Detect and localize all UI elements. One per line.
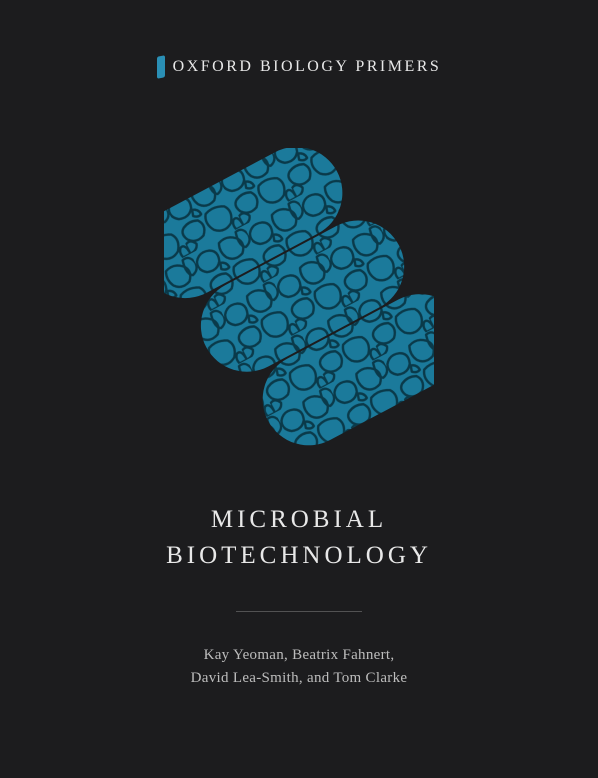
series-label: OXFORD BIOLOGY PRIMERS [173,58,442,76]
capsules-icon [164,148,434,448]
authors-line-2: David Lea-Smith, and Tom Clarke [191,667,408,690]
authors-line-1: Kay Yeoman, Beatrix Fahnert, [191,644,408,667]
capsule-art [164,148,434,448]
authors-block: Kay Yeoman, Beatrix Fahnert, David Lea-S… [191,644,408,691]
title-line-2: BIOTECHNOLOGY [166,538,432,574]
divider [236,611,362,612]
series-mark-icon [157,55,165,79]
title-line-1: MICROBIAL [166,502,432,538]
series-header: OXFORD BIOLOGY PRIMERS [157,56,442,78]
title-block: MICROBIAL BIOTECHNOLOGY [166,502,432,575]
